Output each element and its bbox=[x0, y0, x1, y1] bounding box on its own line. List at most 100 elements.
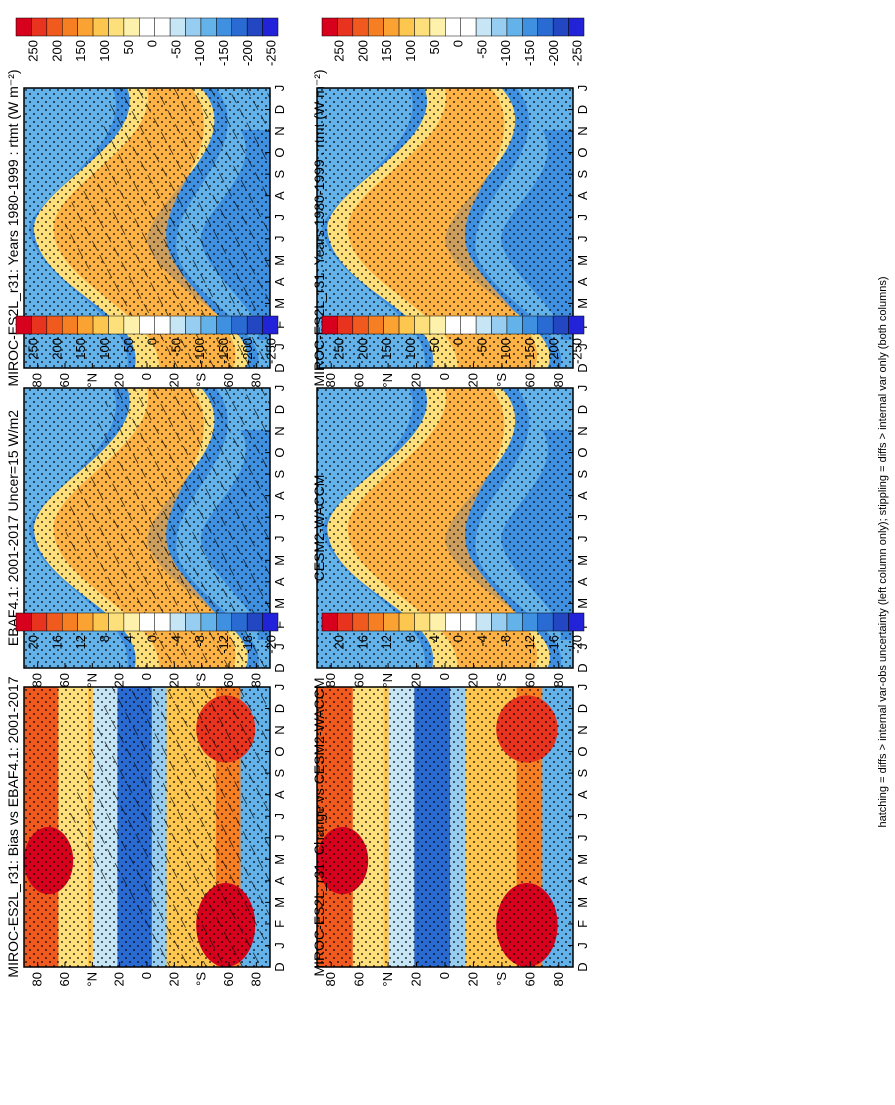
latitude-tick-label: 80 bbox=[323, 673, 338, 687]
month-tick-label: D bbox=[272, 105, 287, 114]
colorbar-swatch bbox=[506, 17, 523, 37]
latitude-tick-label: 80 bbox=[30, 673, 45, 687]
month-tick-label: J bbox=[575, 514, 590, 521]
colorbar-swatch bbox=[398, 315, 415, 335]
month-tick-label: J bbox=[272, 214, 287, 221]
month-tick-label: S bbox=[575, 469, 590, 478]
colorbar-label: -50 bbox=[474, 40, 489, 59]
month-tick-label: M bbox=[272, 298, 287, 309]
latitude-tick-label: 60 bbox=[221, 373, 236, 387]
colorbar-label: -200 bbox=[240, 40, 255, 66]
colorbar-label: 250 bbox=[26, 338, 41, 360]
panel-title: CESM2-WACCM bbox=[311, 475, 327, 582]
month-tick-label: J bbox=[575, 942, 590, 949]
colorbar-label: -200 bbox=[240, 338, 255, 364]
latitude-tick-label: 80 bbox=[248, 673, 263, 687]
colorbar-swatch bbox=[246, 315, 263, 335]
latitude-tick-label: 80 bbox=[30, 373, 45, 387]
latitude-tick-label: 80 bbox=[248, 373, 263, 387]
panel-title: MIROC-ES2L_r31: Bias vs EBAF4.1: 2001-20… bbox=[5, 676, 21, 977]
latitude-tick-label: 60 bbox=[57, 673, 72, 687]
colorbar-swatch bbox=[337, 17, 354, 37]
colorbar-swatch bbox=[414, 17, 431, 37]
latitude-tick-label: 80 bbox=[323, 373, 338, 387]
hatching-overlay bbox=[65, 388, 270, 668]
colorbar-swatch bbox=[46, 612, 63, 632]
month-tick-label: M bbox=[575, 298, 590, 309]
colorbar-swatch bbox=[568, 315, 585, 335]
colorbar-label: 50 bbox=[427, 338, 442, 352]
colorbar-swatch bbox=[491, 17, 508, 37]
colorbar-swatch bbox=[200, 612, 217, 632]
latitude-tick-label: 80 bbox=[551, 972, 566, 986]
colorbar-label: -50 bbox=[168, 40, 183, 59]
colorbar-label: 0 bbox=[451, 635, 466, 642]
colorbar-swatch bbox=[154, 17, 171, 37]
latitude-tick-label: °N bbox=[380, 673, 395, 688]
colorbar-swatch bbox=[185, 315, 202, 335]
colorbar-swatch bbox=[246, 17, 263, 37]
month-tick-label: D bbox=[272, 663, 287, 672]
colorbar-label: -4 bbox=[168, 635, 183, 647]
colorbar-swatch bbox=[445, 315, 461, 335]
month-tick-label: J bbox=[272, 643, 287, 650]
colorbar-label: 20 bbox=[332, 635, 347, 649]
colorbar-label: 150 bbox=[379, 40, 394, 62]
colorbar-label: -12 bbox=[216, 635, 231, 654]
month-tick-label: D bbox=[575, 405, 590, 414]
latitude-tick-label: 60 bbox=[352, 373, 367, 387]
latitude-tick-label: °S bbox=[494, 373, 509, 387]
colorbar-swatch bbox=[475, 315, 492, 335]
month-tick-label: S bbox=[272, 469, 287, 478]
month-tick-label: M bbox=[272, 598, 287, 609]
month-tick-label: A bbox=[575, 191, 590, 200]
month-tick-label: M bbox=[575, 598, 590, 609]
latitude-tick-label: °S bbox=[494, 972, 509, 986]
month-tick-label: J bbox=[272, 835, 287, 842]
latitude-tick-label: 80 bbox=[551, 673, 566, 687]
colorbar-swatch bbox=[61, 17, 78, 37]
colorbar-swatch bbox=[475, 612, 492, 632]
colorbar-swatch bbox=[31, 17, 48, 37]
colorbar-swatch bbox=[31, 315, 48, 335]
month-tick-label: M bbox=[272, 555, 287, 566]
colorbar-swatch bbox=[185, 612, 202, 632]
colorbar-swatch bbox=[46, 315, 63, 335]
month-tick-label: F bbox=[272, 321, 287, 329]
colorbar-swatch bbox=[537, 17, 554, 37]
colorbar-label: -250 bbox=[570, 40, 585, 66]
colorbar-label: 8 bbox=[97, 635, 112, 642]
month-tick-label: O bbox=[272, 448, 287, 458]
month-tick-label: J bbox=[272, 343, 287, 350]
colorbar-label: -250 bbox=[570, 338, 585, 364]
footer-note: hatching = diffs > internal var-obs unce… bbox=[877, 276, 889, 827]
month-tick-label: J bbox=[575, 643, 590, 650]
colorbar-swatch bbox=[367, 17, 384, 37]
month-tick-label: A bbox=[575, 277, 590, 286]
colorbar-swatch bbox=[460, 17, 477, 37]
latitude-tick-label: °S bbox=[194, 673, 209, 687]
panel-title: MIROC-ES2L_r31: Years 1980-1999 : rtmt (… bbox=[311, 69, 327, 386]
month-tick-label: J bbox=[575, 536, 590, 543]
colorbar-label: -150 bbox=[522, 338, 537, 364]
colorbar-swatch bbox=[429, 17, 446, 37]
month-tick-label: F bbox=[272, 920, 287, 928]
colorbar-swatch bbox=[367, 315, 384, 335]
stippling-overlay bbox=[317, 687, 573, 967]
latitude-tick-label: °S bbox=[494, 673, 509, 687]
colorbar-label: 8 bbox=[403, 635, 418, 642]
month-tick-label: N bbox=[272, 126, 287, 135]
month-tick-label: M bbox=[272, 255, 287, 266]
month-tick-label: J bbox=[575, 343, 590, 350]
colorbar-label: 4 bbox=[427, 635, 442, 642]
colorbar-swatch bbox=[15, 17, 32, 37]
month-tick-label: J bbox=[272, 684, 287, 691]
month-tick-label: J bbox=[272, 813, 287, 820]
month-tick-label: N bbox=[272, 426, 287, 435]
latitude-tick-label: 60 bbox=[221, 972, 236, 986]
colorbar-label: -50 bbox=[474, 338, 489, 357]
colorbar-label: 0 bbox=[145, 635, 160, 642]
colorbar-label: 50 bbox=[427, 40, 442, 54]
colorbar-swatch bbox=[552, 17, 569, 37]
